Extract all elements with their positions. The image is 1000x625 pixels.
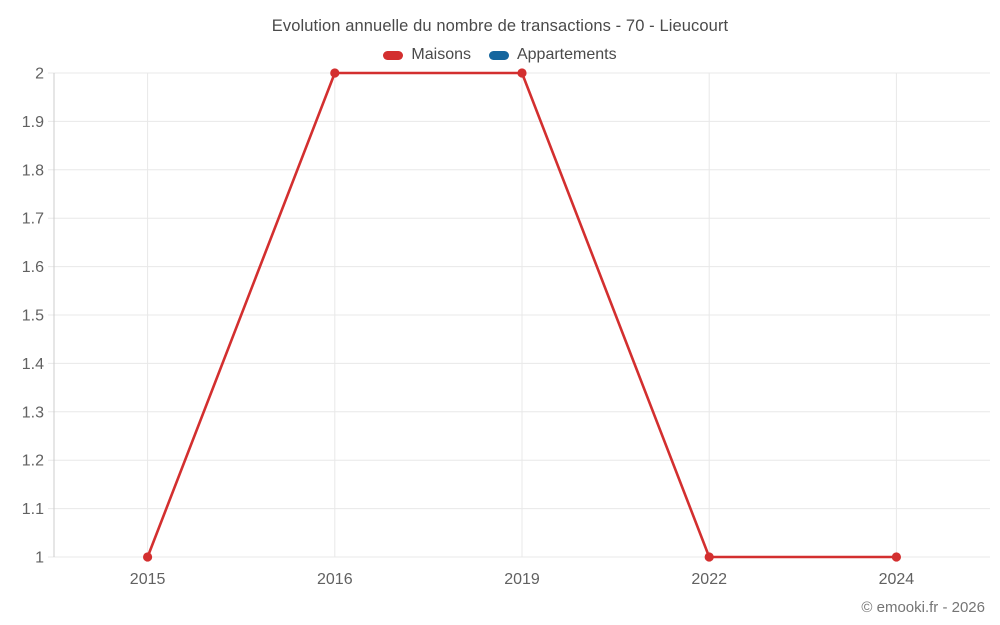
x-tick-label: 2016	[317, 571, 353, 588]
legend-item-appartements[interactable]: Appartements	[488, 46, 617, 64]
x-tick-label: 2024	[879, 571, 915, 588]
y-tick-label: 1.3	[22, 404, 44, 421]
legend: Maisons Appartements	[0, 46, 1000, 64]
y-tick-label: 1.5	[22, 308, 44, 325]
data-point-maisons-2024[interactable]	[891, 552, 902, 562]
data-point-maisons-2015[interactable]	[143, 552, 153, 562]
y-tick-label: 1	[35, 550, 44, 567]
y-tick-label: 1.4	[22, 356, 44, 373]
y-tick-label: 1.7	[22, 211, 44, 228]
legend-label-maisons: Maisons	[411, 46, 471, 63]
y-tick-label: 1.8	[22, 162, 44, 179]
data-point-maisons-2016[interactable]	[330, 68, 340, 78]
x-tick-label: 2019	[504, 571, 540, 588]
chart-title: Evolution annuelle du nombre de transact…	[271, 17, 729, 35]
maisons-swatch-icon	[383, 50, 404, 60]
y-tick-label: 1.2	[22, 453, 44, 470]
data-point-maisons-2019[interactable]	[517, 68, 527, 78]
legend-label-appartements: Appartements	[516, 46, 617, 63]
y-tick-label: 1.6	[22, 259, 44, 276]
legend-item-maisons[interactable]: Maisons	[383, 46, 471, 64]
appartements-swatch-icon	[488, 50, 509, 60]
y-tick-label: 2	[35, 66, 44, 83]
x-tick-label: 2015	[130, 571, 166, 588]
data-point-maisons-2022[interactable]	[704, 552, 714, 562]
y-tick-label: 1.9	[22, 114, 44, 131]
x-tick-label: 2022	[691, 571, 727, 588]
copyright-text: © emooki.fr - 2026	[861, 599, 985, 616]
y-tick-label: 1.1	[22, 501, 44, 518]
